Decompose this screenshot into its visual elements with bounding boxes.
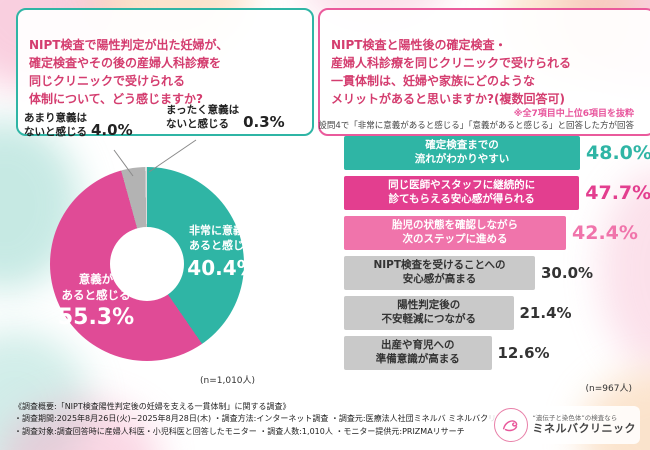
bar-row: NIPT検査を受けることへの 安心感が高まる 30.0%: [344, 256, 650, 290]
bar-label: 胎児の状態を確認しながら 次のステップに進める: [392, 219, 518, 245]
pie-label-very-meaningful: 非常に意義が あると感じる 40.4%: [184, 224, 260, 280]
clinic-logo: “遺伝子と染色体”の検査なら ミネルバクリニック: [489, 406, 640, 444]
pie-label-pct: 0.3%: [243, 113, 285, 132]
question-text-bars: NIPT検査と陽性後の確定検査・ 産婦人科診療を同じクリニックで受けられる 一貫…: [331, 38, 572, 106]
question-text-pie: NIPT検査で陽性判定が出た妊婦が、 確定検査やその後の産婦人科診療を 同じクリ…: [29, 38, 229, 106]
survey-overview-line: ・調査対象:調査回答時に産婦人科医・小児科医と回答したモニター ・調査人数:1,…: [14, 426, 465, 436]
bar-pct: 42.4%: [572, 222, 638, 244]
bar: 陽性判定後の 不安軽減につながる: [344, 296, 514, 330]
question-box-bars: NIPT検査と陽性後の確定検査・ 産婦人科診療を同じクリニックで受けられる 一貫…: [318, 8, 650, 136]
bar-pct: 47.7%: [585, 182, 650, 204]
clinic-logo-text: “遺伝子と染色体”の検査なら ミネルバクリニック: [533, 414, 637, 436]
bar: 同じ医師やスタッフに継続的に 診てもらえる安心感が得られる: [344, 176, 580, 210]
survey-overview-line: ・調査期間:2025年8月26日(火)~2025年8月28日(木) ・調査方法:…: [14, 414, 521, 424]
pie-label-text: あまり意義は ないと感じる: [24, 112, 87, 138]
bar: NIPT検査を受けることへの 安心感が高まる: [344, 256, 535, 290]
note-top6-excerpt: ※全7項目中上位6項目を抜粋: [513, 109, 634, 119]
bar: 確定検査までの 流れがわかりやすい: [344, 136, 580, 170]
bar-row: 陽性判定後の 不安軽減につながる 21.4%: [344, 296, 650, 330]
survey-overview: 《調査概要:「NIPT検査陽性判定後の妊婦を支える一貫体制」に関する調査》 ・調…: [14, 401, 520, 438]
bar-label: NIPT検査を受けることへの 安心感が高まる: [373, 259, 506, 285]
bar-row: 確定検査までの 流れがわかりやすい 48.0%: [344, 136, 650, 170]
bar-row: 出産や育児への 準備意識が高まる 12.6%: [344, 336, 650, 370]
pie-sample-size: (n=1,010人): [200, 376, 256, 386]
pie-chart: [50, 167, 244, 361]
pie-hole: [110, 227, 184, 301]
clinic-name: ミネルバクリニック: [532, 422, 636, 436]
pie-label-text: 非常に意義が あると感じる: [189, 224, 255, 252]
pie-label-text: まったく意義は ないと感じる: [166, 104, 240, 130]
bar-row: 同じ医師やスタッフに継続的に 診てもらえる安心感が得られる 47.7%: [344, 176, 650, 210]
pie-label-pct: 40.4%: [187, 255, 257, 280]
bar-row: 胎児の状態を確認しながら 次のステップに進める 42.4%: [344, 216, 650, 250]
bar-label: 出産や育児への 準備意識が高まる: [375, 339, 460, 365]
stork-logo-icon: [493, 408, 528, 442]
bar-label: 確定検査までの 流れがわかりやすい: [414, 139, 510, 165]
pie-label-meaningful: 意義が あると感じる 55.3%: [50, 272, 142, 330]
pie-label-text: 意義が あると感じる: [61, 272, 131, 302]
bar-label: 陽性判定後の 不安軽減につながる: [381, 299, 477, 325]
pie-label-not-at-all-meaningful: まったく意義は ないと感じる 0.3%: [166, 104, 285, 131]
bar-pct: 48.0%: [586, 142, 650, 164]
bar: 胎児の状態を確認しながら 次のステップに進める: [344, 216, 566, 250]
clinic-tagline: “遺伝子と染色体”の検査なら: [532, 414, 618, 423]
bar-sample-size: (n=967人): [585, 384, 632, 394]
note-respondents: 設問4で「非常に意義があると感じる」「意義があると感じる」と回答した方が回答: [318, 121, 634, 131]
survey-overview-line: 《調査概要:「NIPT検査陽性判定後の妊婦を支える一貫体制」に関する調査》: [14, 402, 291, 411]
question-box-pie: NIPT検査で陽性判定が出た妊婦が、 確定検査やその後の産婦人科診療を 同じクリ…: [16, 8, 314, 136]
pie-label-pct: 55.3%: [57, 305, 135, 331]
bar-pct: 12.6%: [497, 344, 550, 362]
bar-pct: 30.0%: [541, 264, 594, 282]
bar: 出産や育児への 準備意識が高まる: [344, 336, 492, 370]
bar-label: 同じ医師やスタッフに継続的に 診てもらえる安心感が得られる: [388, 179, 536, 205]
bar-chart: 確定検査までの 流れがわかりやすい 48.0% 同じ医師やスタッフに継続的に 診…: [344, 136, 650, 376]
pie-label-not-very-meaningful: あまり意義は ないと感じる 4.0%: [24, 112, 133, 139]
pie-label-pct: 4.0%: [91, 121, 133, 140]
bar-pct: 21.4%: [519, 304, 572, 322]
